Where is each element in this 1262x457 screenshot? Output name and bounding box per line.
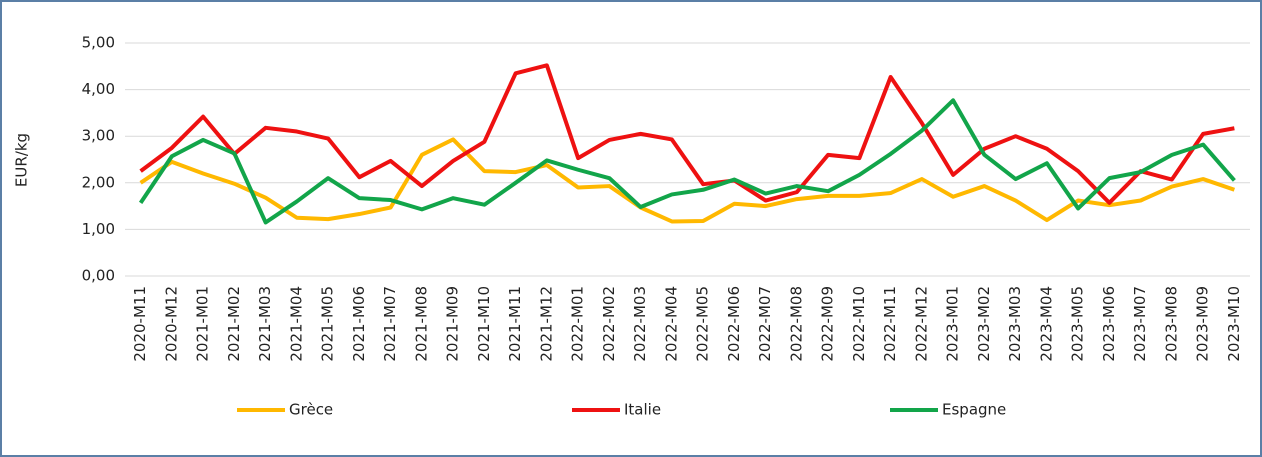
x-tick-label: 2021-M06: [350, 286, 368, 362]
x-tick-label: 2023-M03: [1006, 286, 1024, 362]
x-tick-label: 2022-M04: [662, 286, 680, 362]
x-tick-label: 2023-M01: [944, 286, 962, 362]
x-tick-label: 2022-M10: [850, 286, 868, 362]
x-tick-label: 2021-M10: [475, 286, 493, 362]
x-tick-label: 2023-M05: [1069, 286, 1087, 362]
x-tick-label: 2022-M06: [725, 286, 743, 362]
x-tick-label: 2023-M02: [975, 286, 993, 362]
x-tick-label: 2023-M10: [1225, 286, 1243, 362]
x-tick-label: 2022-M01: [569, 286, 587, 362]
x-tick-label: 2021-M11: [506, 286, 524, 362]
legend-label: Espagne: [942, 401, 1006, 419]
x-tick-label: 2022-M11: [881, 286, 899, 362]
y-tick-label: 0,00: [82, 267, 115, 285]
x-tick-label: 2021-M08: [412, 286, 430, 362]
x-tick-label: 2023-M06: [1100, 286, 1118, 362]
legend-label: Italie: [624, 401, 661, 419]
x-tick-label: 2023-M08: [1162, 286, 1180, 362]
x-tick-label: 2022-M08: [787, 286, 805, 362]
x-tick-label: 2022-M05: [694, 286, 712, 362]
x-tick-label: 2020-M11: [131, 286, 149, 362]
y-tick-label: 5,00: [82, 34, 115, 52]
x-tick-label: 2022-M02: [600, 286, 618, 362]
x-tick-label: 2022-M09: [819, 286, 837, 362]
x-tick-label: 2023-M07: [1131, 286, 1149, 362]
x-tick-label: 2021-M09: [444, 286, 462, 362]
y-tick-label: 1,00: [82, 220, 115, 238]
x-tick-label: 2021-M03: [256, 286, 274, 362]
x-tick-label: 2021-M01: [194, 286, 212, 362]
y-tick-label: 2,00: [82, 173, 115, 191]
legend-label: Grèce: [289, 401, 333, 419]
x-tick-label: 2021-M12: [537, 286, 555, 362]
x-tick-label: 2021-M07: [381, 286, 399, 362]
x-tick-label: 2021-M02: [225, 286, 243, 362]
x-tick-label: 2022-M12: [912, 286, 930, 362]
y-tick-label: 3,00: [82, 127, 115, 145]
series-line: [139, 63, 1235, 205]
series-line: [139, 137, 1236, 224]
x-tick-label: 2023-M09: [1194, 286, 1212, 362]
x-tick-label: 2020-M12: [162, 286, 180, 362]
y-tick-label: 4,00: [82, 80, 115, 98]
x-tick-label: 2023-M04: [1037, 286, 1055, 362]
series-line: [138, 98, 1236, 225]
x-tick-label: 2022-M07: [756, 286, 774, 362]
y-axis-label: EUR/kg: [13, 133, 31, 187]
x-tick-label: 2021-M04: [287, 286, 305, 362]
x-tick-label: 2021-M05: [319, 286, 337, 362]
x-tick-label: 2022-M03: [631, 286, 649, 362]
